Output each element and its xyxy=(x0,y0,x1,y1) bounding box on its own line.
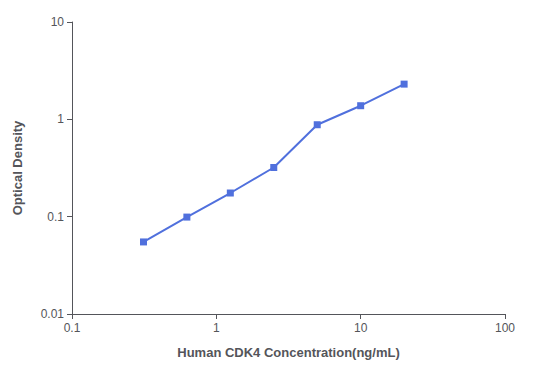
svg-text:0.01: 0.01 xyxy=(41,307,65,321)
svg-text:Human CDK4 Concentration(ng/mL: Human CDK4 Concentration(ng/mL) xyxy=(177,345,399,360)
svg-text:0.1: 0.1 xyxy=(47,210,64,224)
svg-text:100: 100 xyxy=(495,321,515,335)
svg-text:1: 1 xyxy=(57,112,64,126)
svg-text:0.1: 0.1 xyxy=(64,321,81,335)
svg-text:10: 10 xyxy=(354,321,368,335)
svg-text:1: 1 xyxy=(213,321,220,335)
svg-text:Optical Density: Optical Density xyxy=(10,120,25,215)
svg-text:10: 10 xyxy=(51,15,65,29)
